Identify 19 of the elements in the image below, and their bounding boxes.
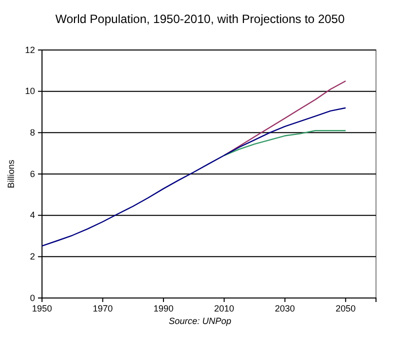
line-series [224, 80, 346, 156]
x-tick-label: 2030 [274, 303, 295, 314]
x-tick-label: 1990 [153, 303, 174, 314]
y-axis-title: Billions [6, 159, 16, 188]
x-tick-label: 1970 [92, 303, 113, 314]
x-tick-label: 2050 [336, 303, 356, 314]
x-tick-label: 1950 [32, 303, 52, 314]
y-tick-label: 4 [30, 210, 35, 220]
y-tick-label: 2 [30, 252, 35, 262]
y-tick-label: 0 [30, 292, 35, 303]
x-tick-label: 2010 [214, 303, 234, 314]
line-series [41, 107, 346, 247]
y-tick-label: 6 [30, 168, 35, 179]
line-series [224, 130, 346, 156]
y-tick-label: 10 [24, 86, 35, 96]
y-tick-label: 12 [24, 44, 35, 55]
source-note: Source: UNPop [168, 316, 232, 326]
chart-title: World Population, 1950-2010, with Projections to 2050 [55, 12, 345, 26]
y-tick-label: 8 [30, 128, 35, 138]
